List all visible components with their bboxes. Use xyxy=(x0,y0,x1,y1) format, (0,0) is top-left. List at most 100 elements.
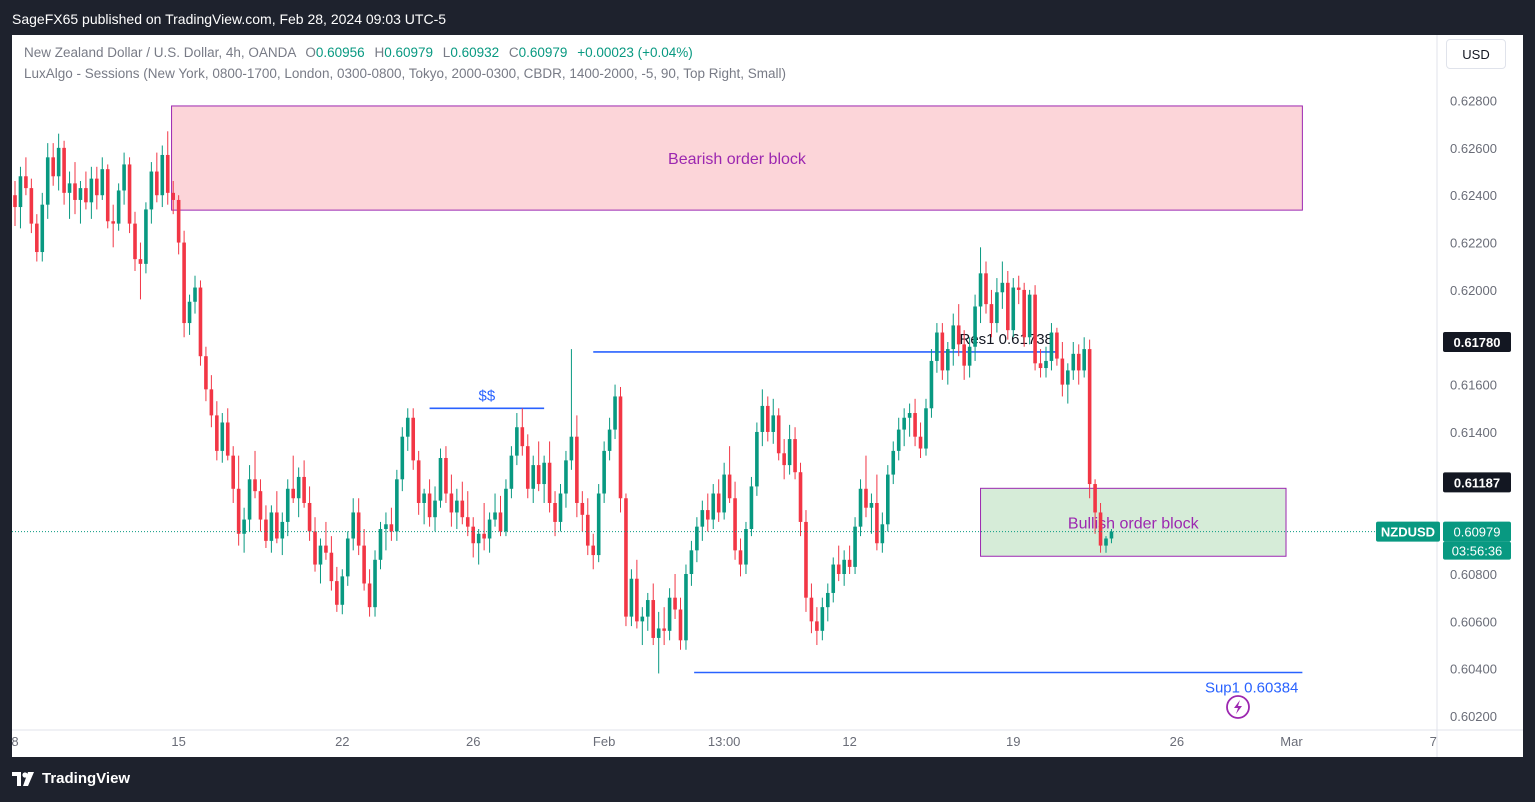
candle-body xyxy=(209,389,214,416)
candle xyxy=(542,455,546,503)
candle-body xyxy=(858,488,863,527)
candle xyxy=(831,557,836,603)
candle-body xyxy=(629,578,634,617)
candle-body xyxy=(673,597,677,610)
candle xyxy=(345,531,350,586)
candle-body xyxy=(242,519,246,534)
candle-body xyxy=(302,476,306,503)
candle-body xyxy=(913,413,917,437)
candle-body xyxy=(864,488,868,508)
candle-body xyxy=(531,465,536,489)
candle-body xyxy=(416,460,421,503)
candle-body xyxy=(656,628,661,638)
candle-body xyxy=(176,199,181,243)
candle-body xyxy=(493,512,497,520)
candle xyxy=(24,157,28,196)
candle-body xyxy=(525,446,530,489)
price-label-bg xyxy=(1443,331,1511,352)
candle-body xyxy=(946,349,950,371)
candle-body xyxy=(607,429,612,451)
candle-body xyxy=(395,479,399,532)
candle-body xyxy=(62,147,66,193)
candle-body xyxy=(853,526,857,567)
candle xyxy=(193,275,197,314)
candle xyxy=(29,178,34,234)
candle-body xyxy=(956,325,961,345)
candle-body xyxy=(138,259,143,264)
candle-body xyxy=(580,502,585,515)
candle xyxy=(40,192,45,262)
candle-body xyxy=(438,458,443,501)
candle xyxy=(618,386,623,513)
candle xyxy=(1044,346,1048,378)
y-tick-label: 0.62600 xyxy=(1450,141,1497,156)
candle xyxy=(553,491,557,537)
price-labels: 0.61780 0.61187 NZDUSD 0.60979 03:56:36 xyxy=(1376,331,1511,560)
candle xyxy=(804,510,808,612)
candle xyxy=(596,484,601,563)
candle xyxy=(269,505,274,553)
candle-body xyxy=(187,301,192,324)
candle xyxy=(733,481,737,560)
candle xyxy=(471,517,476,558)
candle xyxy=(973,294,977,361)
candle xyxy=(864,455,868,518)
candle-body xyxy=(487,519,492,539)
candle-body xyxy=(585,514,590,546)
candle-body xyxy=(389,524,394,532)
candle-body xyxy=(1055,332,1059,359)
candle xyxy=(187,294,192,335)
candle xyxy=(836,545,841,582)
candle-body xyxy=(765,405,770,432)
candle xyxy=(956,304,961,357)
candle-body xyxy=(547,462,552,503)
indicator-legend: LuxAlgo - Sessions (New York, 0800-1700,… xyxy=(24,66,786,81)
candle xyxy=(389,507,394,541)
candle xyxy=(531,455,536,503)
bullish-order-block xyxy=(980,487,1287,557)
candle xyxy=(1087,339,1092,499)
candle xyxy=(13,181,17,226)
candle xyxy=(253,450,257,499)
candle-body xyxy=(84,188,88,203)
candle xyxy=(787,424,792,475)
candle-body xyxy=(220,422,225,451)
candle xyxy=(51,143,55,186)
candle-body xyxy=(127,164,132,224)
symbol-price-tag: NZDUSD xyxy=(1381,525,1435,540)
candle xyxy=(498,495,503,537)
candle-body xyxy=(886,474,890,525)
currency-button[interactable]: USD xyxy=(1446,39,1506,69)
chart-panel[interactable]: Bearish order block Bullish order block $… xyxy=(12,35,1523,757)
candle-body xyxy=(793,439,797,473)
candle xyxy=(1038,349,1043,378)
candle xyxy=(1093,479,1097,534)
candle-body xyxy=(602,450,606,494)
candle xyxy=(149,162,154,224)
candle xyxy=(395,469,399,541)
legend-high-label: H xyxy=(374,45,385,60)
candle xyxy=(405,408,410,451)
candle-body xyxy=(760,405,765,432)
candle xyxy=(640,607,645,646)
candle-body xyxy=(553,502,557,522)
candle-body xyxy=(411,417,416,461)
zones-layer: Bearish order block Bullish order block xyxy=(171,105,1303,557)
candle xyxy=(984,261,988,314)
legend-low: 0.60932 xyxy=(450,45,500,60)
x-tick-label: 26 xyxy=(1170,734,1184,749)
candle xyxy=(329,536,334,591)
candle-body xyxy=(776,415,781,454)
candle xyxy=(449,474,454,527)
candle xyxy=(465,491,470,537)
candle xyxy=(62,140,66,205)
candlestick-chart[interactable]: Bearish order block Bullish order block $… xyxy=(12,35,1523,757)
candle-body xyxy=(809,597,814,622)
candle-body xyxy=(24,176,28,189)
candle xyxy=(1027,289,1032,345)
candle-body xyxy=(596,493,601,556)
candle-body xyxy=(749,486,754,530)
candle xyxy=(727,446,732,503)
candle xyxy=(1104,536,1108,553)
candle-body xyxy=(536,465,541,485)
